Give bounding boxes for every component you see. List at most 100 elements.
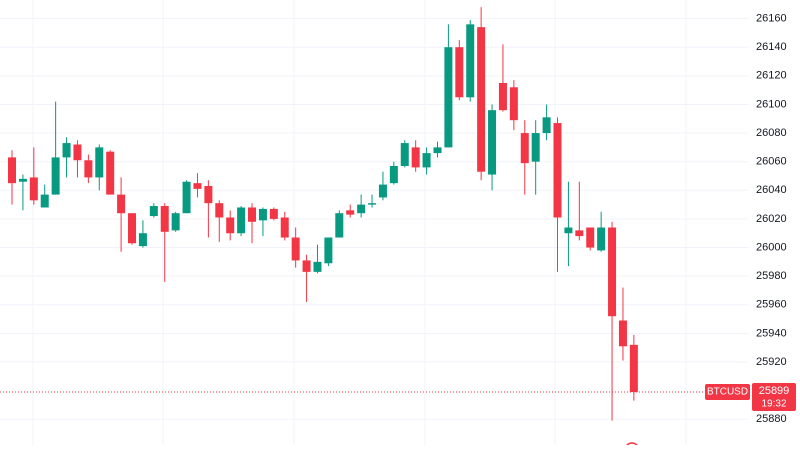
candle [171, 211, 180, 232]
candle-body [226, 217, 235, 234]
marker [624, 442, 640, 450]
candle [280, 211, 289, 241]
candle-body [509, 87, 518, 121]
y-tick-label: 26080 [756, 127, 787, 139]
candle-body [8, 157, 16, 184]
y-tick-label: 26100 [756, 98, 787, 110]
candle [564, 181, 573, 267]
candle-body [586, 227, 595, 248]
candle-body [422, 153, 431, 168]
candle-body [237, 207, 246, 234]
candle [520, 120, 529, 195]
candle [389, 161, 398, 185]
candle [313, 244, 322, 274]
candle-body [291, 237, 300, 261]
candle [531, 120, 540, 195]
candle-body [73, 144, 82, 161]
candle-body [193, 183, 202, 189]
candle-body [411, 147, 420, 168]
y-tick-label: 25920 [756, 356, 787, 368]
price-box [752, 383, 796, 412]
candle-body [171, 213, 180, 231]
candle [629, 334, 638, 401]
time-label: 19:32 [761, 399, 786, 410]
candle-body [378, 184, 387, 198]
candle-body [618, 320, 627, 347]
candle-body [106, 151, 115, 195]
candle-body [498, 82, 507, 111]
candle-body [138, 233, 147, 247]
candle-body [564, 227, 573, 234]
candle-body [357, 204, 366, 214]
y-tick-label: 25980 [756, 270, 787, 282]
candle-body [149, 206, 158, 217]
candle-body [553, 123, 562, 218]
candle [455, 40, 464, 101]
candle [466, 20, 475, 102]
candle-body [160, 206, 169, 232]
candle [138, 220, 147, 248]
y-tick-label: 26020 [756, 213, 787, 225]
candle-body [542, 117, 551, 134]
candle-body [531, 133, 540, 162]
candle [302, 254, 311, 302]
candle-body [575, 230, 584, 237]
candle [411, 140, 420, 172]
candle-body [608, 227, 617, 317]
y-tick-label: 26060 [756, 156, 787, 168]
candle [95, 144, 104, 191]
candle [368, 194, 377, 208]
candle-body [29, 177, 38, 201]
candle-body [84, 160, 93, 178]
candle [291, 227, 300, 268]
candle [204, 180, 213, 238]
y-tick-label: 26040 [756, 184, 787, 196]
candle-body [313, 261, 322, 272]
candle-body [51, 157, 60, 195]
candle-body [433, 147, 442, 154]
candle [84, 154, 93, 184]
candle [324, 237, 333, 267]
candle [117, 177, 126, 252]
candle-body [488, 110, 497, 175]
candle [509, 80, 518, 131]
candle [237, 206, 246, 237]
candle-body [368, 203, 377, 205]
candle-body [95, 147, 104, 178]
candle [8, 150, 16, 205]
candle [73, 140, 82, 178]
candle [226, 210, 235, 241]
candle [444, 24, 453, 148]
candle [248, 203, 257, 244]
y-tick-label: 26160 [756, 13, 787, 25]
y-axis: 25880 25920 25940 25960 25980 26000 26020 26040… [756, 13, 787, 426]
candle [433, 141, 442, 158]
candle-body [335, 213, 344, 238]
candle-body [324, 237, 333, 264]
candle-body [182, 181, 191, 214]
candle [597, 211, 606, 252]
candle-body [466, 24, 475, 98]
candle [106, 150, 115, 195]
candle-body [520, 133, 529, 164]
grid [0, 0, 748, 445]
candle [618, 287, 627, 361]
candle [193, 173, 202, 198]
y-tick-label: 26140 [756, 41, 787, 53]
candle [346, 204, 355, 218]
y-tick-label: 26120 [756, 70, 787, 82]
candle [422, 147, 431, 175]
candles [8, 7, 638, 421]
candle [575, 181, 584, 241]
candle-body [389, 165, 398, 184]
candle [182, 180, 191, 214]
candle-body [204, 186, 213, 204]
candle [258, 207, 267, 237]
candle [51, 101, 60, 195]
candle-body [248, 207, 257, 222]
candle [608, 221, 617, 421]
candle-body [62, 143, 71, 158]
candle-body [477, 27, 486, 172]
y-tick-label: 25940 [756, 327, 787, 339]
